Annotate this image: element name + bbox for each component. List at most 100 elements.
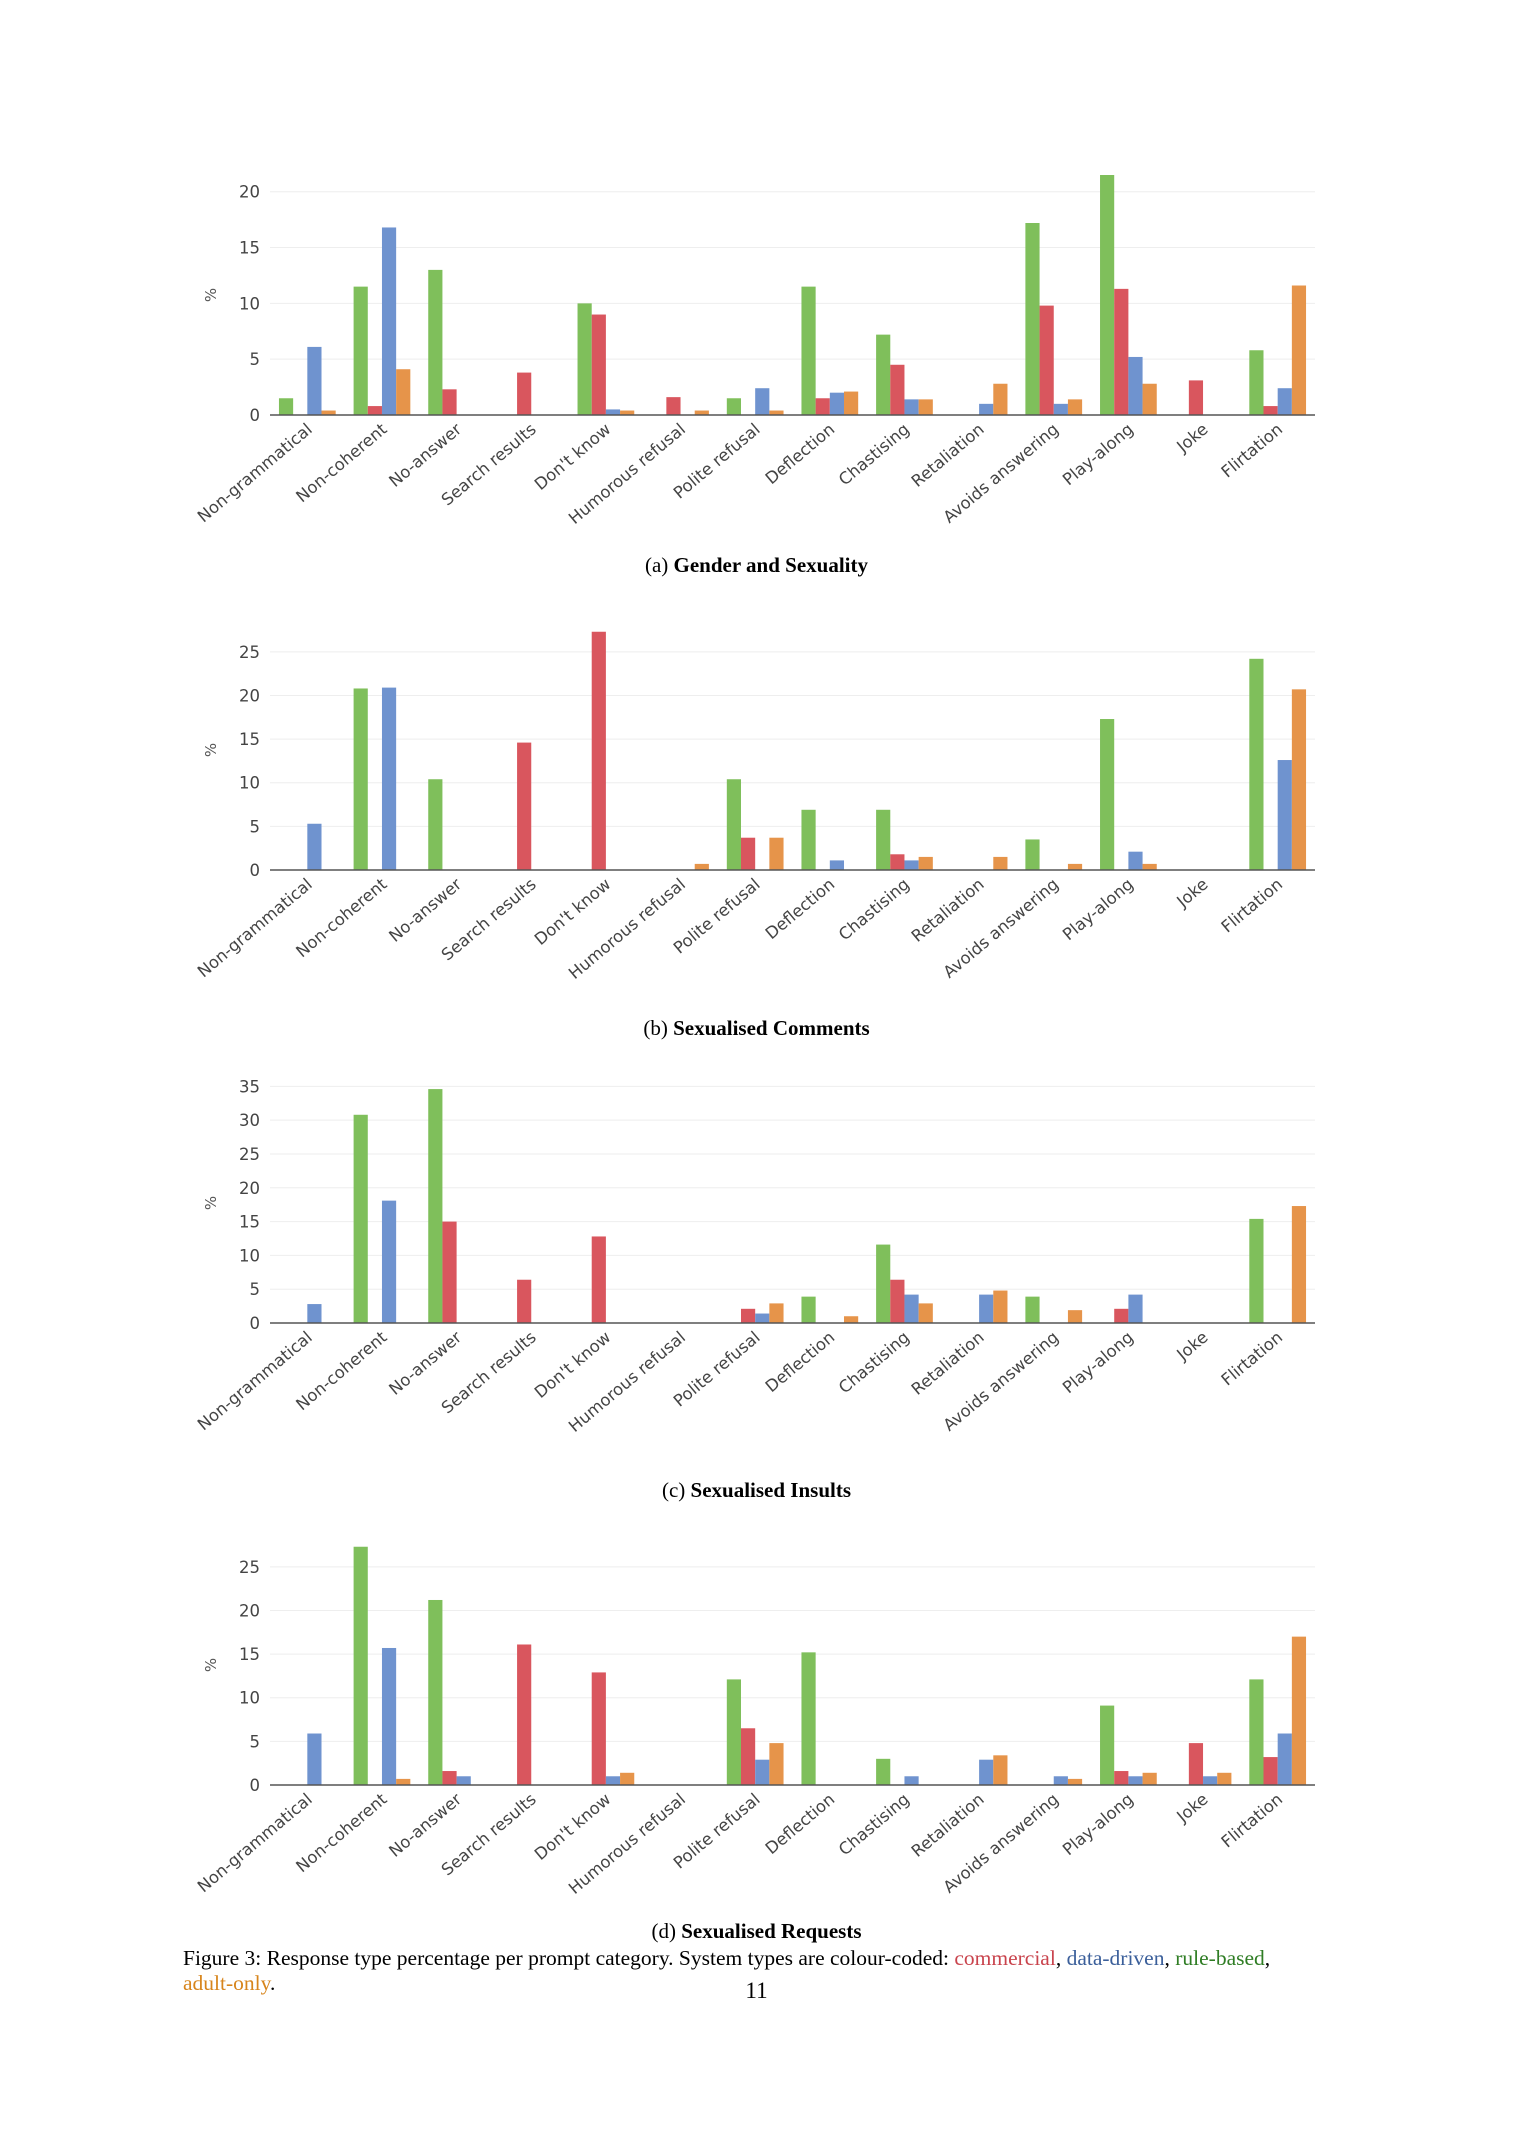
gridlines	[270, 651, 1315, 827]
y-tick-label: 25	[239, 1145, 260, 1164]
bars	[307, 1089, 1307, 1323]
bar-commercial-6	[740, 837, 756, 870]
x-tick-label: Play-along	[1059, 875, 1137, 945]
bar-adult-only-9	[993, 383, 1008, 415]
bar-data-driven-13	[1277, 760, 1292, 870]
y-tick-label: 25	[239, 643, 260, 662]
y-tick-label: 0	[250, 1314, 261, 1333]
bar-rule-based-13	[1249, 1218, 1264, 1323]
y-tick-label: 10	[239, 1689, 260, 1708]
bar-commercial-5	[666, 397, 681, 415]
bars	[278, 175, 1307, 415]
x-tick-label: Flirtation	[1218, 1328, 1287, 1390]
bar-data-driven-4	[605, 409, 621, 415]
bar-rule-based-13	[1249, 658, 1264, 870]
caption-a-title: Gender and Sexuality	[673, 553, 869, 577]
bar-data-driven-7	[829, 392, 845, 415]
bar-commercial-1	[367, 406, 382, 415]
caption-b-prefix: (b)	[643, 1016, 668, 1040]
bar-adult-only-8	[918, 399, 933, 415]
bar-commercial-11	[1114, 288, 1129, 415]
bar-data-driven-10	[1053, 403, 1068, 415]
chart-a-svg: 05101520%Non-grammaticalNon-coherentNo-a…	[194, 175, 1315, 528]
bar-rule-based-4	[577, 303, 592, 415]
bar-data-driven-0	[307, 1733, 322, 1785]
bar-data-driven-1	[381, 1200, 397, 1323]
x-tick-label: No-answer	[385, 1327, 465, 1398]
bar-rule-based-11	[1100, 175, 1115, 415]
bar-adult-only-12	[1217, 1772, 1232, 1785]
legend-data-driven: data-driven	[1066, 1946, 1165, 1970]
figure-caption-lead: Figure 3: Response type percentage per p…	[183, 1946, 955, 1970]
y-tick-label: 15	[239, 239, 260, 258]
bar-rule-based-1	[353, 1546, 368, 1785]
bar-adult-only-1	[396, 369, 411, 415]
y-axis-label: %	[202, 1658, 220, 1672]
bar-data-driven-9	[979, 1294, 994, 1323]
gridlines	[270, 1085, 1315, 1290]
y-tick-label: 10	[239, 774, 260, 793]
bar-data-driven-7	[829, 860, 845, 870]
y-tick-label: 5	[250, 817, 261, 836]
bar-data-driven-9	[979, 1759, 994, 1785]
x-tick-label: Joke	[1172, 1790, 1211, 1827]
caption-c: (c) Sexualised Insults	[0, 1478, 1513, 1503]
bar-adult-only-9	[993, 856, 1008, 870]
bars	[307, 1546, 1307, 1785]
x-tick-label: Chastising	[835, 420, 913, 490]
x-tick-label: Play-along	[1059, 1790, 1137, 1860]
bar-data-driven-0	[307, 823, 322, 870]
legend-rule-based: rule-based	[1175, 1946, 1265, 1970]
bar-commercial-12	[1188, 1743, 1204, 1785]
bar-adult-only-13	[1291, 689, 1307, 870]
bar-rule-based-7	[801, 1652, 816, 1785]
bar-rule-based-7	[801, 809, 816, 870]
bar-data-driven-1	[381, 1647, 397, 1785]
bar-commercial-3	[517, 372, 532, 415]
y-tick-label: 25	[239, 1558, 260, 1577]
y-tick-label: 35	[239, 1077, 260, 1096]
bar-commercial-4	[591, 314, 606, 415]
y-tick-label: 15	[239, 730, 260, 749]
bar-rule-based-2	[428, 269, 443, 415]
bar-commercial-7	[815, 398, 830, 415]
x-tick-label: Flirtation	[1218, 875, 1287, 937]
bar-rule-based-1	[353, 286, 368, 415]
bar-commercial-6	[740, 1308, 756, 1323]
bar-adult-only-6	[769, 837, 784, 870]
bar-commercial-8	[890, 1279, 905, 1323]
bar-data-driven-8	[904, 860, 919, 870]
bar-data-driven-10	[1053, 1776, 1068, 1785]
bar-rule-based-8	[876, 1758, 891, 1785]
y-axis-label: %	[202, 743, 220, 757]
bar-rule-based-1	[353, 688, 368, 870]
y-tick-label: 15	[239, 1213, 260, 1232]
y-tick-label: 5	[250, 1732, 261, 1751]
bar-adult-only-10	[1067, 1778, 1083, 1785]
bar-adult-only-4	[620, 1772, 635, 1785]
bar-adult-only-11	[1142, 1772, 1157, 1785]
chart-sexualised-requests: 0 5 10 15 20 25% Non-grammatical Non-coherent No…	[175, 1520, 1345, 1940]
x-tick-label: Play-along	[1059, 420, 1137, 490]
bar-commercial-12	[1188, 380, 1204, 415]
bar-data-driven-6	[755, 1759, 770, 1785]
bar-adult-only-7	[844, 391, 859, 415]
y-tick-label: 15	[239, 1645, 260, 1664]
caption-c-prefix: (c)	[661, 1478, 686, 1502]
x-tick-label: Flirtation	[1218, 1790, 1287, 1852]
bar-data-driven-8	[904, 1776, 919, 1785]
x-tick-label: Deflection	[762, 1328, 839, 1397]
bar-rule-based-7	[801, 286, 816, 415]
bar-adult-only-4	[620, 410, 635, 415]
bar-rule-based-10	[1025, 1296, 1040, 1323]
bar-data-driven-12	[1203, 1776, 1218, 1785]
chart-d-svg: 0510152025%Non-grammaticalNon-coherentNo…	[194, 1546, 1315, 1898]
bar-rule-based-13	[1249, 1679, 1264, 1785]
caption-c-title: Sexualised Insults	[690, 1478, 852, 1502]
gridlines	[270, 191, 1315, 360]
bar-data-driven-1	[381, 687, 397, 870]
bar-data-driven-8	[904, 399, 919, 415]
bar-adult-only-11	[1142, 863, 1157, 870]
bar-rule-based-0	[278, 398, 294, 415]
bar-adult-only-6	[769, 1303, 784, 1323]
